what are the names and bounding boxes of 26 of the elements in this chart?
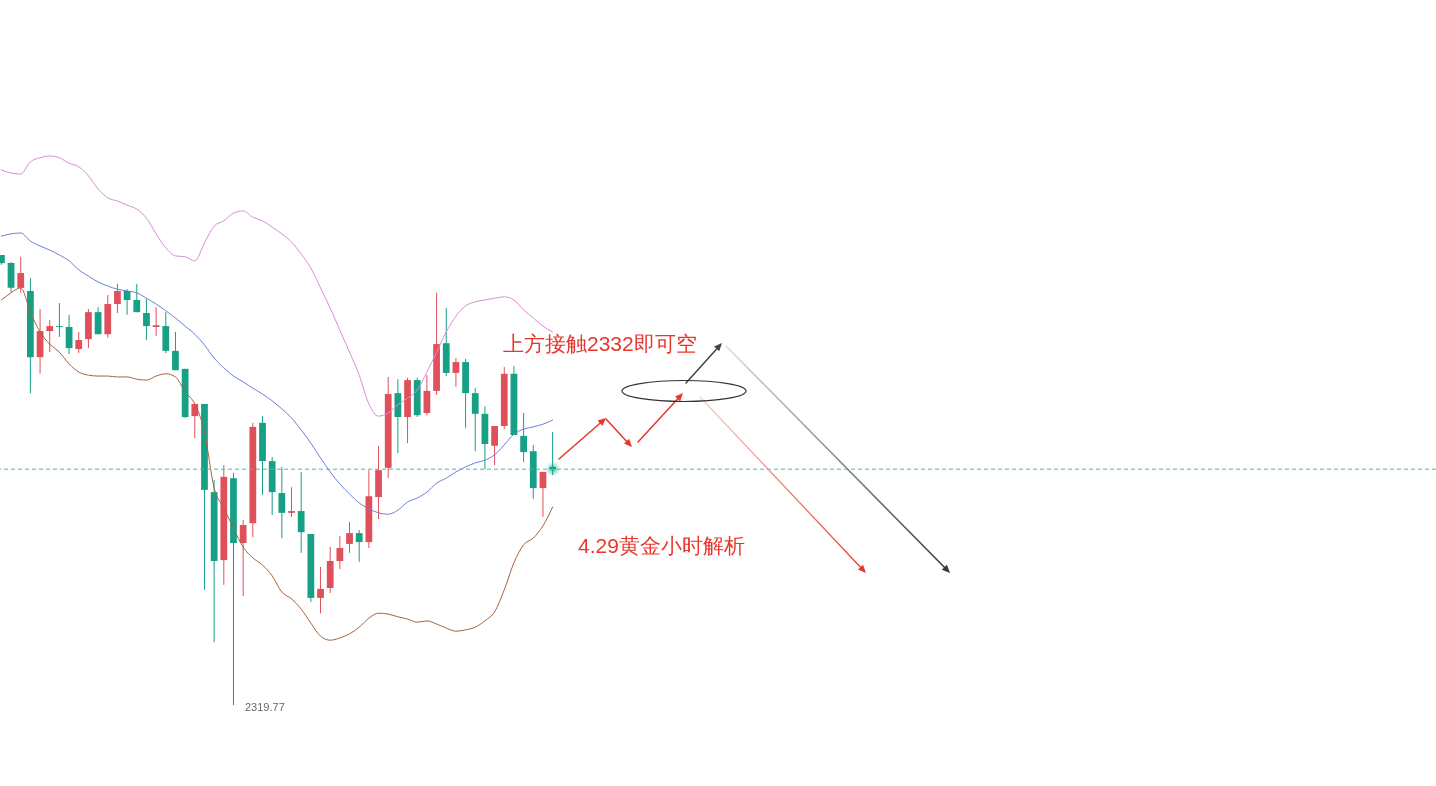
candlestick	[56, 302, 63, 338]
candlestick	[549, 431, 556, 476]
candlestick	[288, 486, 295, 518]
candlestick	[491, 425, 498, 466]
annotation: 2319.77	[245, 701, 285, 713]
candlestick	[143, 298, 150, 341]
annotation: 上方接触2332即可空	[503, 332, 697, 355]
candlestick	[17, 256, 25, 294]
candlestick	[75, 331, 83, 354]
candlestick	[520, 412, 527, 463]
candlestick	[152, 306, 160, 337]
candlestick	[471, 387, 479, 452]
text: 4.29黄金小时解析	[578, 534, 745, 557]
candlestick	[317, 566, 324, 614]
candlestick	[278, 466, 286, 539]
candlestick	[172, 331, 179, 371]
candlestick	[346, 521, 353, 554]
candlestick	[297, 471, 305, 554]
candlestick	[239, 519, 247, 597]
candlestick	[114, 283, 121, 314]
candlestick	[46, 319, 54, 353]
candlestick	[452, 357, 460, 388]
candlestick	[355, 529, 363, 563]
candlestick	[394, 378, 402, 454]
candlestick	[336, 535, 344, 570]
candlestick	[133, 283, 141, 313]
